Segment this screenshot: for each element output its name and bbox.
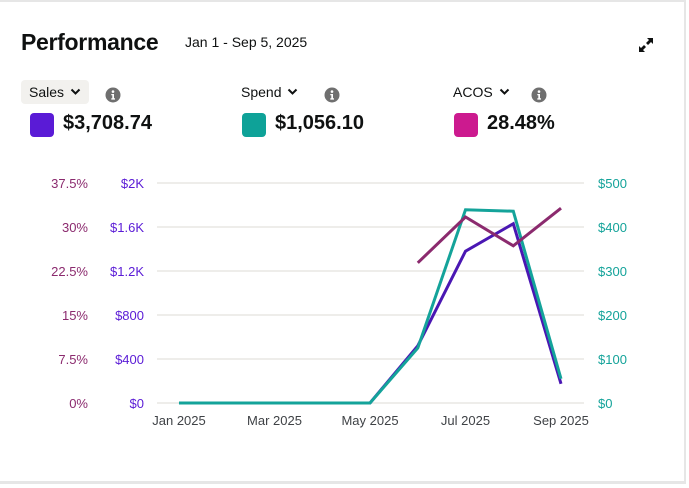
metric-selector-spend[interactable]: Spend	[233, 80, 306, 104]
series-line-acos	[416, 207, 562, 264]
metric-selector-acos[interactable]: ACOS	[445, 80, 518, 104]
acos-axis-tick: 37.5%	[51, 176, 88, 191]
series-line-sales	[179, 221, 563, 405]
acos-axis-tick: 7.5%	[58, 352, 88, 367]
metric-color-swatch[interactable]	[454, 113, 478, 137]
metric-value: $1,056.10	[275, 112, 364, 134]
metric-label: Sales	[29, 84, 65, 100]
x-axis-tick: Sep 2025	[533, 413, 589, 428]
acos-axis-tick: 22.5%	[51, 264, 88, 279]
expand-arrows-icon[interactable]	[636, 35, 656, 55]
x-axis-tick: May 2025	[341, 413, 398, 428]
sales-axis-tick: $1.6K	[110, 220, 144, 235]
spend-axis-tick: $0	[598, 396, 612, 411]
acos-axis-tick: 30%	[62, 220, 88, 235]
spend-axis-tick: $100	[598, 352, 627, 367]
spend-axis-tick: $400	[598, 220, 627, 235]
metric-label: ACOS	[453, 84, 493, 100]
spend-axis-tick: $200	[598, 308, 627, 323]
metric-value: 28.48%	[487, 112, 555, 134]
date-range: Jan 1 - Sep 5, 2025	[185, 34, 308, 50]
sales-axis-tick: $400	[115, 352, 144, 367]
acos-axis-tick: 0%	[69, 396, 88, 411]
metric-sales: Sales $3,708.74	[21, 80, 221, 137]
metric-color-swatch[interactable]	[242, 113, 266, 137]
info-icon[interactable]	[105, 87, 121, 103]
sales-axis-tick: $800	[115, 308, 144, 323]
sales-axis-tick: $2K	[121, 176, 144, 191]
metric-label: Spend	[241, 84, 282, 100]
performance-chart: 0% $0 $0 7.5% $400 $100 15% $800 $200 22.5% $1.2K $…	[51, 176, 627, 428]
x-axis-tick: Jan 2025	[152, 413, 206, 428]
spend-axis-tick: $300	[598, 264, 627, 279]
spend-axis-tick: $500	[598, 176, 627, 191]
page-title: Performance	[21, 29, 159, 55]
info-icon[interactable]	[531, 87, 547, 103]
sales-axis-tick: $0	[130, 396, 144, 411]
x-axis-tick: Mar 2025	[247, 413, 302, 428]
metric-acos: ACOS 28.48%	[445, 80, 645, 137]
sales-axis-tick: $1.2K	[110, 264, 144, 279]
chevron-down-icon	[70, 88, 81, 95]
metric-color-swatch[interactable]	[30, 113, 54, 137]
metric-selector-sales[interactable]: Sales	[21, 80, 90, 104]
metric-spend: Spend $1,056.10	[233, 80, 433, 137]
metric-value: $3,708.74	[63, 112, 152, 134]
chevron-down-icon	[499, 88, 509, 95]
chevron-down-icon	[288, 88, 298, 95]
acos-axis-tick: 15%	[62, 308, 88, 323]
x-axis-tick: Jul 2025	[441, 413, 490, 428]
info-icon[interactable]	[324, 87, 340, 103]
